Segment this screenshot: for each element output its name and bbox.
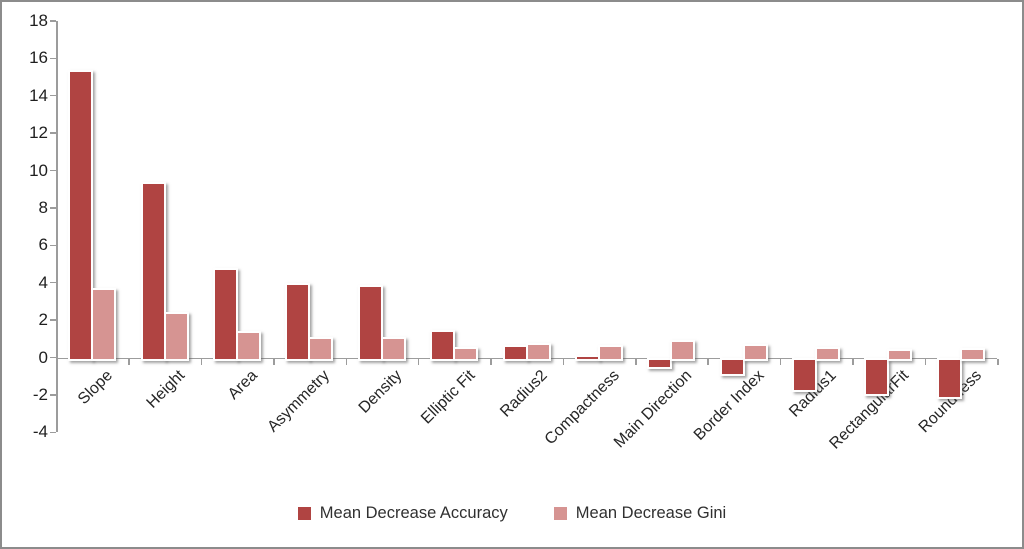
y-axis-tick-label: 10 bbox=[29, 160, 48, 180]
bar-accuracy-density bbox=[357, 284, 383, 362]
x-axis-category-label: Elliptic Fit bbox=[417, 367, 479, 428]
bar-accuracy-main-direction bbox=[647, 357, 673, 369]
y-axis-tick-label: 14 bbox=[29, 85, 48, 105]
x-axis-tick bbox=[852, 359, 854, 365]
bar-accuracy-rectangularfit bbox=[864, 357, 890, 397]
legend-label-accuracy: Mean Decrease Accuracy bbox=[319, 504, 508, 522]
bar-accuracy-slope bbox=[68, 69, 94, 362]
bar-accuracy-roundness bbox=[936, 357, 962, 399]
bar-gini-compactness bbox=[597, 345, 623, 362]
y-axis-tick-label: 16 bbox=[29, 48, 48, 68]
x-axis-category-label: Compactness bbox=[541, 367, 623, 449]
x-axis-category-label: Main Direction bbox=[610, 367, 696, 452]
x-axis-tick bbox=[345, 359, 348, 365]
y-axis-tick bbox=[50, 431, 56, 434]
y-axis-tick bbox=[50, 94, 56, 97]
y-axis-tick-label: 4 bbox=[38, 272, 48, 292]
y-axis-tick-label: 6 bbox=[38, 235, 48, 255]
legend-item-gini: Mean Decrease Gini bbox=[553, 504, 727, 522]
bar-gini-rectangularfit bbox=[887, 349, 913, 362]
x-axis-tick bbox=[562, 359, 565, 365]
y-axis-tick-label: -4 bbox=[32, 422, 48, 442]
legend-item-accuracy: Mean Decrease Accuracy bbox=[297, 504, 508, 522]
bar-gini-border-index bbox=[742, 344, 768, 362]
bar-accuracy-elliptic-fit bbox=[430, 330, 456, 362]
bar-accuracy-compactness bbox=[574, 354, 600, 362]
y-axis-tick bbox=[50, 394, 56, 396]
y-axis-tick-label: 2 bbox=[38, 310, 48, 330]
x-axis-category-label: Height bbox=[143, 367, 189, 412]
x-axis-tick bbox=[779, 359, 782, 365]
y-axis-tick-label: 18 bbox=[29, 10, 48, 30]
bar-gini-asymmetry bbox=[308, 336, 334, 362]
y-axis-tick bbox=[50, 57, 56, 60]
bar-accuracy-border-index bbox=[719, 357, 745, 377]
bar-gini-elliptic-fit bbox=[453, 347, 479, 362]
bar-accuracy-height bbox=[140, 181, 166, 362]
x-axis-tick bbox=[490, 359, 492, 365]
x-axis-category-label: Radius2 bbox=[496, 367, 551, 421]
y-axis-tick bbox=[50, 244, 56, 247]
chart-legend: Mean Decrease Accuracy Mean Decrease Gin… bbox=[2, 502, 1022, 524]
y-axis-tick-label: -2 bbox=[32, 384, 48, 404]
y-axis-tick-label: 8 bbox=[38, 197, 48, 217]
x-axis-tick bbox=[924, 359, 927, 365]
x-axis-category-label: Slope bbox=[75, 367, 117, 408]
legend-label-gini: Mean Decrease Gini bbox=[575, 504, 727, 522]
x-axis-tick bbox=[56, 359, 58, 365]
y-axis-tick-label: 0 bbox=[38, 347, 48, 367]
y-axis-tick bbox=[50, 356, 56, 359]
x-axis-tick bbox=[128, 359, 130, 365]
bar-accuracy-radius1 bbox=[792, 357, 818, 393]
x-axis-category-label: Density bbox=[356, 367, 406, 417]
bar-gini-radius1 bbox=[815, 347, 841, 362]
x-axis-category-label: Area bbox=[225, 367, 261, 403]
bar-gini-area bbox=[235, 331, 261, 362]
x-axis-tick bbox=[417, 359, 420, 365]
x-axis-tick bbox=[635, 359, 637, 365]
y-axis-tick bbox=[50, 207, 56, 209]
y-axis-tick-label: 12 bbox=[29, 123, 48, 143]
bar-accuracy-asymmetry bbox=[285, 282, 311, 362]
bar-gini-slope bbox=[91, 288, 117, 362]
x-axis-tick bbox=[200, 359, 203, 365]
y-axis-tick bbox=[50, 132, 56, 134]
y-axis-tick bbox=[50, 20, 56, 22]
y-axis-tick bbox=[50, 319, 56, 321]
bar-gini-main-direction bbox=[670, 339, 696, 362]
gini-series-swatch-icon bbox=[553, 506, 567, 520]
accuracy-series-swatch-icon bbox=[297, 506, 311, 520]
y-axis-line bbox=[56, 20, 58, 433]
bar-accuracy-radius2 bbox=[502, 345, 528, 362]
x-axis-tick bbox=[707, 359, 709, 365]
bar-gini-radius2 bbox=[525, 343, 551, 362]
x-axis-tick bbox=[273, 359, 275, 365]
bar-accuracy-area bbox=[212, 267, 238, 362]
bar-gini-roundness bbox=[959, 348, 985, 362]
x-axis-category-label: Asymmetry bbox=[264, 367, 334, 436]
y-axis-tick bbox=[50, 169, 56, 172]
x-axis-category-label: Border Index bbox=[690, 367, 768, 444]
x-axis-tick bbox=[997, 359, 999, 365]
y-axis-tick bbox=[50, 281, 56, 284]
bar-gini-density bbox=[380, 336, 406, 362]
bar-gini-height bbox=[163, 311, 189, 362]
